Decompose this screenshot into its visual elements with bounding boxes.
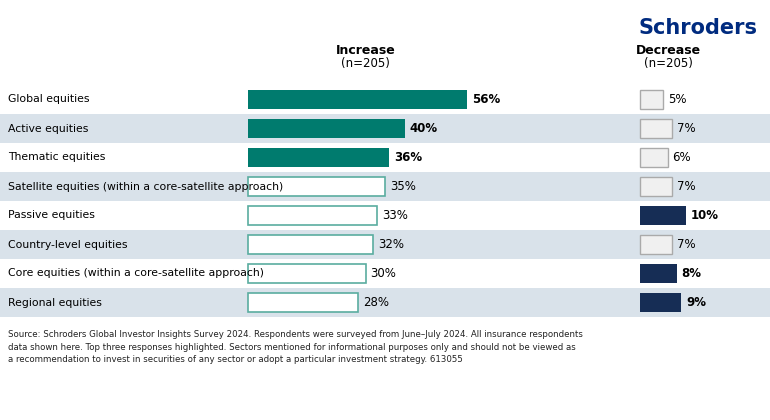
- Bar: [248, 264, 366, 283]
- Bar: [248, 119, 405, 138]
- Text: Regional equities: Regional equities: [8, 297, 102, 307]
- Text: 5%: 5%: [668, 93, 686, 106]
- Text: 36%: 36%: [394, 151, 422, 164]
- Text: 9%: 9%: [686, 296, 706, 309]
- Bar: [248, 293, 358, 312]
- Bar: [640, 264, 677, 283]
- Bar: [0, 230, 770, 259]
- Bar: [640, 90, 663, 109]
- Bar: [0, 201, 770, 230]
- Bar: [0, 85, 770, 114]
- Bar: [640, 119, 672, 138]
- Text: Source: Schroders Global Investor Insights Survey 2024. Respondents were surveye: Source: Schroders Global Investor Insigh…: [8, 330, 583, 364]
- Text: 56%: 56%: [472, 93, 500, 106]
- Text: 7%: 7%: [677, 122, 696, 135]
- Bar: [248, 148, 389, 167]
- Text: 30%: 30%: [370, 267, 397, 280]
- Text: Global equities: Global equities: [8, 94, 89, 105]
- Bar: [0, 259, 770, 288]
- Bar: [0, 172, 770, 201]
- Text: Thematic equities: Thematic equities: [8, 152, 105, 163]
- Text: (n=205): (n=205): [341, 57, 390, 69]
- Text: 10%: 10%: [691, 209, 719, 222]
- Bar: [248, 90, 467, 109]
- Bar: [640, 293, 681, 312]
- Bar: [0, 143, 770, 172]
- Text: (n=205): (n=205): [644, 57, 692, 69]
- Text: Core equities (within a core-satellite approach): Core equities (within a core-satellite a…: [8, 268, 264, 278]
- Text: 28%: 28%: [363, 296, 389, 309]
- Text: Active equities: Active equities: [8, 123, 89, 134]
- Text: 35%: 35%: [390, 180, 416, 193]
- Text: 8%: 8%: [681, 267, 701, 280]
- Text: Schroders: Schroders: [638, 18, 757, 38]
- Text: 7%: 7%: [677, 238, 696, 251]
- Bar: [640, 177, 672, 196]
- Bar: [248, 177, 385, 196]
- Bar: [640, 148, 668, 167]
- Text: 32%: 32%: [378, 238, 404, 251]
- Bar: [248, 206, 377, 225]
- Text: Country-level equities: Country-level equities: [8, 239, 128, 249]
- Bar: [248, 235, 373, 254]
- Text: Increase: Increase: [336, 44, 395, 57]
- Bar: [640, 206, 686, 225]
- Text: 7%: 7%: [677, 180, 696, 193]
- Bar: [0, 288, 770, 317]
- Text: Satellite equities (within a core-satellite approach): Satellite equities (within a core-satell…: [8, 181, 283, 192]
- Text: Passive equities: Passive equities: [8, 210, 95, 220]
- Text: 6%: 6%: [672, 151, 691, 164]
- Text: 40%: 40%: [410, 122, 438, 135]
- Text: 33%: 33%: [382, 209, 408, 222]
- Text: Decrease: Decrease: [635, 44, 701, 57]
- Bar: [0, 114, 770, 143]
- Bar: [640, 235, 672, 254]
